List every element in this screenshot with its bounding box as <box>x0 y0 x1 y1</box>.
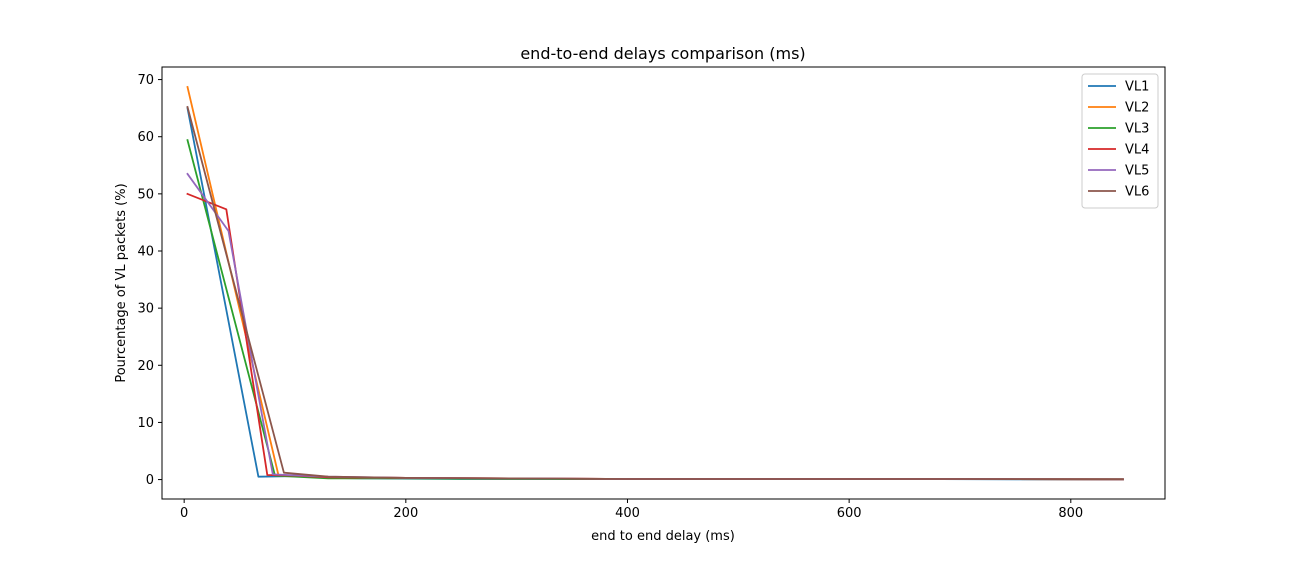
y-tick-label: 10 <box>137 416 154 431</box>
y-tick-label: 50 <box>137 187 154 202</box>
x-tick-label: 0 <box>180 506 188 521</box>
y-tick-label: 0 <box>146 473 154 488</box>
y-axis: 0 10 20 30 40 50 60 70 <box>137 73 162 488</box>
x-tick-label: 600 <box>837 506 862 521</box>
x-tick-label: 800 <box>1058 506 1083 521</box>
legend-label: VL6 <box>1125 185 1149 200</box>
legend-label: VL5 <box>1125 164 1149 179</box>
legend-label: VL2 <box>1125 101 1149 116</box>
chart-title: end-to-end delays comparison (ms) <box>520 44 805 63</box>
axes-frame <box>161 66 1166 500</box>
y-tick-label: 20 <box>137 359 154 374</box>
y-tick-label: 40 <box>137 245 154 260</box>
x-tick-label: 400 <box>615 506 640 521</box>
x-axis: 0 200 400 600 800 <box>180 499 1083 521</box>
x-axis-label: end to end delay (ms) <box>591 529 735 544</box>
y-axis-label: Pourcentage of VL packets (%) <box>114 183 129 382</box>
legend-label: VL3 <box>1125 122 1149 137</box>
legend-label: VL1 <box>1125 80 1149 95</box>
legend: VL1 VL2 VL3 VL4 VL5 VL6 <box>1081 73 1159 209</box>
series-line-vl6 <box>186 105 1124 481</box>
y-tick-label: 70 <box>137 73 154 88</box>
y-tick-label: 30 <box>137 302 154 317</box>
plot-area <box>186 85 1124 481</box>
legend-label: VL4 <box>1125 143 1149 158</box>
y-tick-label: 60 <box>137 130 154 145</box>
x-tick-label: 200 <box>393 506 418 521</box>
